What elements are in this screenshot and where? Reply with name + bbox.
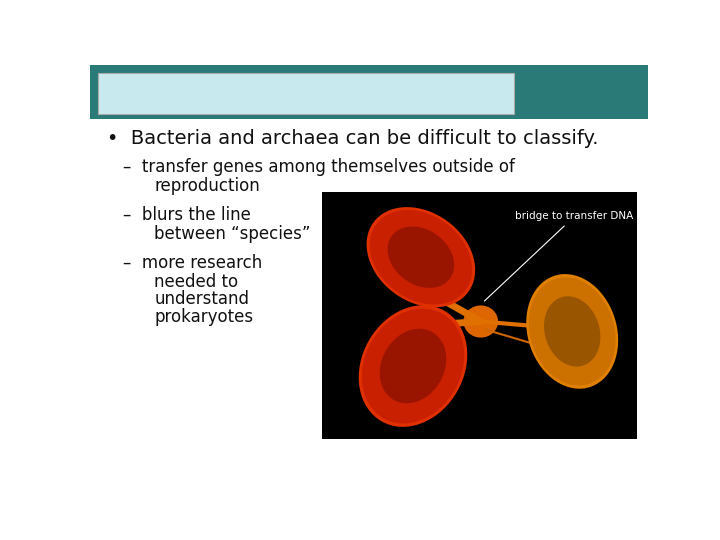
Ellipse shape (529, 278, 616, 386)
Text: between “species”: between “species” (154, 225, 310, 243)
Text: –  blurs the line: – blurs the line (124, 206, 251, 224)
Text: –  transfer genes among themselves outside of: – transfer genes among themselves outsid… (124, 158, 516, 177)
Text: prokaryotes: prokaryotes (154, 308, 253, 326)
Ellipse shape (369, 210, 472, 305)
Ellipse shape (366, 207, 475, 307)
Ellipse shape (387, 226, 454, 288)
FancyBboxPatch shape (99, 73, 514, 114)
Text: reproduction: reproduction (154, 177, 260, 195)
Bar (90, 65, 648, 119)
Ellipse shape (526, 274, 618, 389)
Bar (322, 192, 636, 439)
Ellipse shape (359, 305, 467, 427)
Text: needed to: needed to (154, 273, 238, 291)
Ellipse shape (544, 296, 600, 367)
Text: –  more research: – more research (124, 254, 263, 272)
Ellipse shape (464, 306, 498, 338)
Text: •  Bacteria and archaea can be difficult to classify.: • Bacteria and archaea can be difficult … (107, 129, 598, 149)
Ellipse shape (361, 309, 464, 423)
Text: understand: understand (154, 290, 249, 308)
Ellipse shape (379, 329, 446, 403)
Text: bridge to transfer DNA: bridge to transfer DNA (485, 211, 634, 301)
